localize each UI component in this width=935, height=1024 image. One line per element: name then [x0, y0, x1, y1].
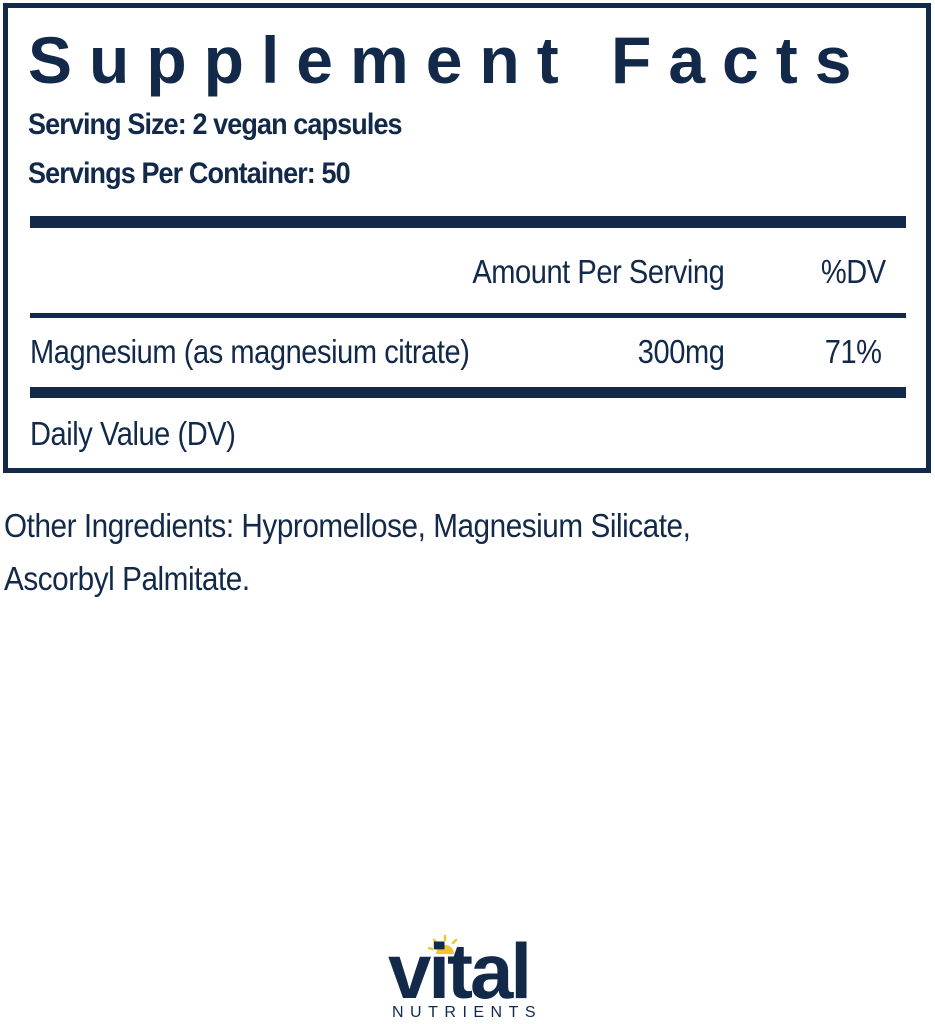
serving-size: Serving Size: 2 vegan capsules: [28, 108, 403, 141]
brand-sub: NUTRIENTS: [392, 1004, 543, 1021]
footnote: Daily Value (DV): [30, 415, 236, 452]
brand-name: vital: [388, 927, 532, 1015]
divider-thin: [30, 313, 906, 318]
brand-logo: vital NUTRIENTS: [388, 927, 558, 1024]
dv-header: %DV: [821, 253, 886, 290]
servings-per-container: Servings Per Container: 50: [28, 157, 351, 190]
nutrient-amount: 300mg: [637, 333, 724, 370]
divider-thick: [30, 216, 906, 228]
panel-title: Supplement Facts: [28, 23, 869, 97]
nutrient-name: Magnesium (as magnesium citrate): [30, 333, 470, 370]
other-ingredients-line: Other Ingredients: Hypromellose, Magnesi…: [4, 507, 691, 544]
nutrient-dv: 71%: [825, 333, 882, 370]
sun-icon: [428, 934, 462, 954]
other-ingredients-line: Ascorbyl Palmitate.: [4, 560, 250, 597]
supplement-facts-panel: [3, 3, 931, 473]
divider-thick: [30, 387, 906, 398]
amount-header: Amount Per Serving: [472, 253, 724, 290]
